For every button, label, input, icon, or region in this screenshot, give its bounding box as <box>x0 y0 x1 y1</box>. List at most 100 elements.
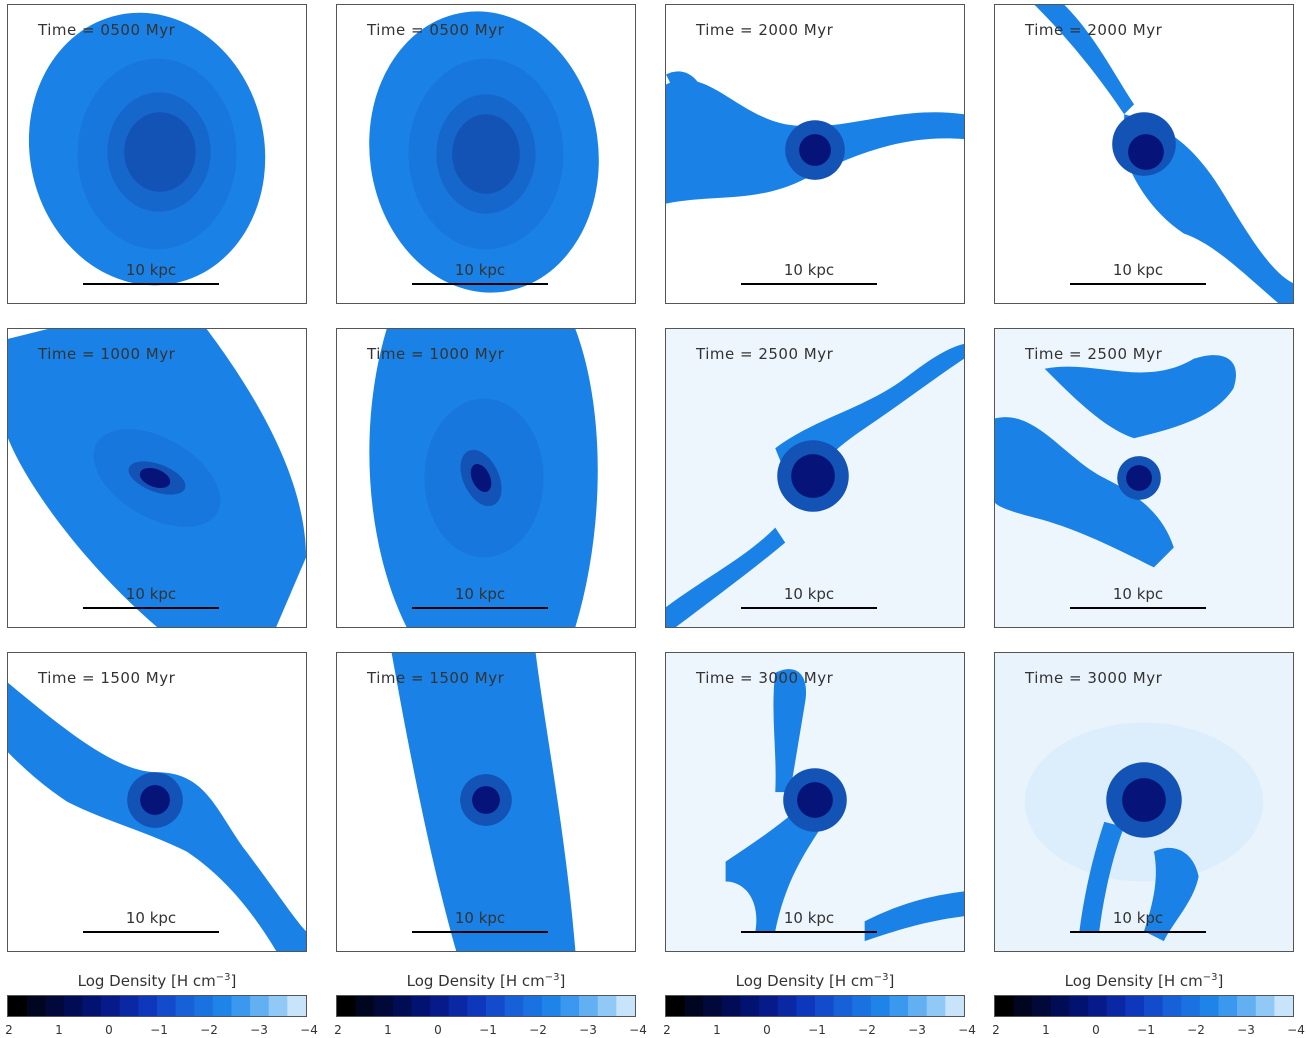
colorbar <box>665 995 965 1017</box>
colorbar-tick-label: −2 <box>858 1023 876 1037</box>
colorbar-step <box>45 996 65 1016</box>
colorbar-step <box>1181 996 1201 1016</box>
scale-label: 10 kpc <box>125 585 177 603</box>
colorbar-step <box>815 996 835 1016</box>
colorbar-step <box>411 996 431 1016</box>
colorbar-tick-label: −3 <box>250 1023 268 1037</box>
scale-bar <box>741 607 877 609</box>
colorbar-step <box>268 996 288 1016</box>
colorbar-step <box>467 996 487 1016</box>
colorbar-tick-label: −1 <box>479 1023 497 1037</box>
colorbar-step <box>287 996 306 1016</box>
density-map <box>337 329 635 627</box>
colorbar-step <box>852 996 872 1016</box>
colorbar-step <box>119 996 139 1016</box>
time-label: Time = 1000 Myr <box>38 345 176 363</box>
colorbar-tick-label: 0 <box>763 1023 771 1037</box>
scale-bar <box>83 283 219 285</box>
scale-label: 10 kpc <box>783 909 835 927</box>
panel-r2c2: Time = 1000 Myr 10 kpc <box>336 328 636 628</box>
time-label: Time = 2500 Myr <box>1025 345 1163 363</box>
scale-label: 10 kpc <box>1112 909 1164 927</box>
time-label: Time = 2000 Myr <box>696 21 834 39</box>
time-label: Time = 2500 Myr <box>696 345 834 363</box>
colorbar-step <box>1013 996 1033 1016</box>
colorbar-tick-label: 2 <box>992 1023 1000 1037</box>
panel-r1c4: Time = 2000 Myr 10 kpc <box>994 4 1294 304</box>
colorbar-step <box>759 996 779 1016</box>
density-map <box>8 329 306 627</box>
colorbar-step <box>523 996 543 1016</box>
panel-r1c3: Time = 2000 Myr 10 kpc <box>665 4 965 304</box>
colorbar-step <box>101 996 121 1016</box>
colorbar-step <box>194 996 214 1016</box>
colorbar-step <box>1218 996 1238 1016</box>
colorbar-title: Log Density [H cm−3] <box>77 972 237 990</box>
colorbar-tick-label: −3 <box>1237 1023 1255 1037</box>
panel-r1c1: Time = 0500 Myr 10 kpc <box>7 4 307 304</box>
density-map <box>995 5 1293 303</box>
colorbar-step <box>82 996 102 1016</box>
colorbar-tick-label: −1 <box>1137 1023 1155 1037</box>
colorbar-step <box>1144 996 1164 1016</box>
scale-bar <box>1070 607 1206 609</box>
time-label: Time = 0500 Myr <box>38 21 176 39</box>
colorbar-step <box>908 996 928 1016</box>
colorbar-tick-label: 1 <box>55 1023 63 1037</box>
scale-bar <box>412 283 548 285</box>
colorbar-tick-label: −3 <box>908 1023 926 1037</box>
colorbar-tick-label: 1 <box>384 1023 392 1037</box>
colorbar-step <box>995 996 1015 1016</box>
colorbar-tick-label: 1 <box>1042 1023 1050 1037</box>
colorbar-gradient <box>8 996 306 1016</box>
colorbar-step <box>666 996 686 1016</box>
colorbar-step <box>392 996 412 1016</box>
colorbar-step <box>157 996 177 1016</box>
colorbar-step <box>63 996 83 1016</box>
density-map <box>337 653 635 951</box>
colorbar-step <box>8 996 28 1016</box>
colorbar-step <box>684 996 704 1016</box>
colorbar-step <box>212 996 232 1016</box>
colorbar <box>336 995 636 1017</box>
colorbar-step <box>796 996 816 1016</box>
colorbar-step <box>1237 996 1257 1016</box>
colorbar-tick-label: 0 <box>105 1023 113 1037</box>
colorbar-step <box>1032 996 1052 1016</box>
colorbar-tick-label: −1 <box>808 1023 826 1037</box>
colorbar-gradient <box>666 996 964 1016</box>
colorbar-step <box>1050 996 1070 1016</box>
time-label: Time = 3000 Myr <box>1025 669 1163 687</box>
time-label: Time = 1500 Myr <box>38 669 176 687</box>
density-map <box>8 653 306 951</box>
colorbar-step <box>597 996 617 1016</box>
density-map <box>8 5 306 303</box>
panel-r3c3: Time = 3000 Myr 10 kpc <box>665 652 965 952</box>
colorbar-step <box>504 996 524 1016</box>
scale-label: 10 kpc <box>125 909 177 927</box>
colorbar-step <box>355 996 375 1016</box>
colorbar-tick-label: −3 <box>579 1023 597 1037</box>
scale-label: 10 kpc <box>1112 585 1164 603</box>
colorbar-step <box>26 996 46 1016</box>
scale-bar <box>1070 283 1206 285</box>
scale-bar <box>412 607 548 609</box>
colorbar-tick-label: −2 <box>1187 1023 1205 1037</box>
colorbar-step <box>945 996 964 1016</box>
scale-label: 10 kpc <box>1112 261 1164 279</box>
scale-label: 10 kpc <box>454 909 506 927</box>
colorbar-tick-label: −4 <box>958 1023 976 1037</box>
colorbar-step <box>1069 996 1089 1016</box>
colorbar-tick-label: −1 <box>150 1023 168 1037</box>
colorbar-tick-label: −2 <box>529 1023 547 1037</box>
colorbar-step <box>579 996 599 1016</box>
scale-label: 10 kpc <box>125 261 177 279</box>
scale-bar <box>741 283 877 285</box>
colorbar-title: Log Density [H cm−3] <box>1064 972 1224 990</box>
colorbar-step <box>250 996 270 1016</box>
colorbar-step <box>175 996 195 1016</box>
colorbar-step <box>1106 996 1126 1016</box>
scale-label: 10 kpc <box>783 585 835 603</box>
colorbar-tick-label: −4 <box>629 1023 647 1037</box>
scale-bar <box>412 931 548 933</box>
